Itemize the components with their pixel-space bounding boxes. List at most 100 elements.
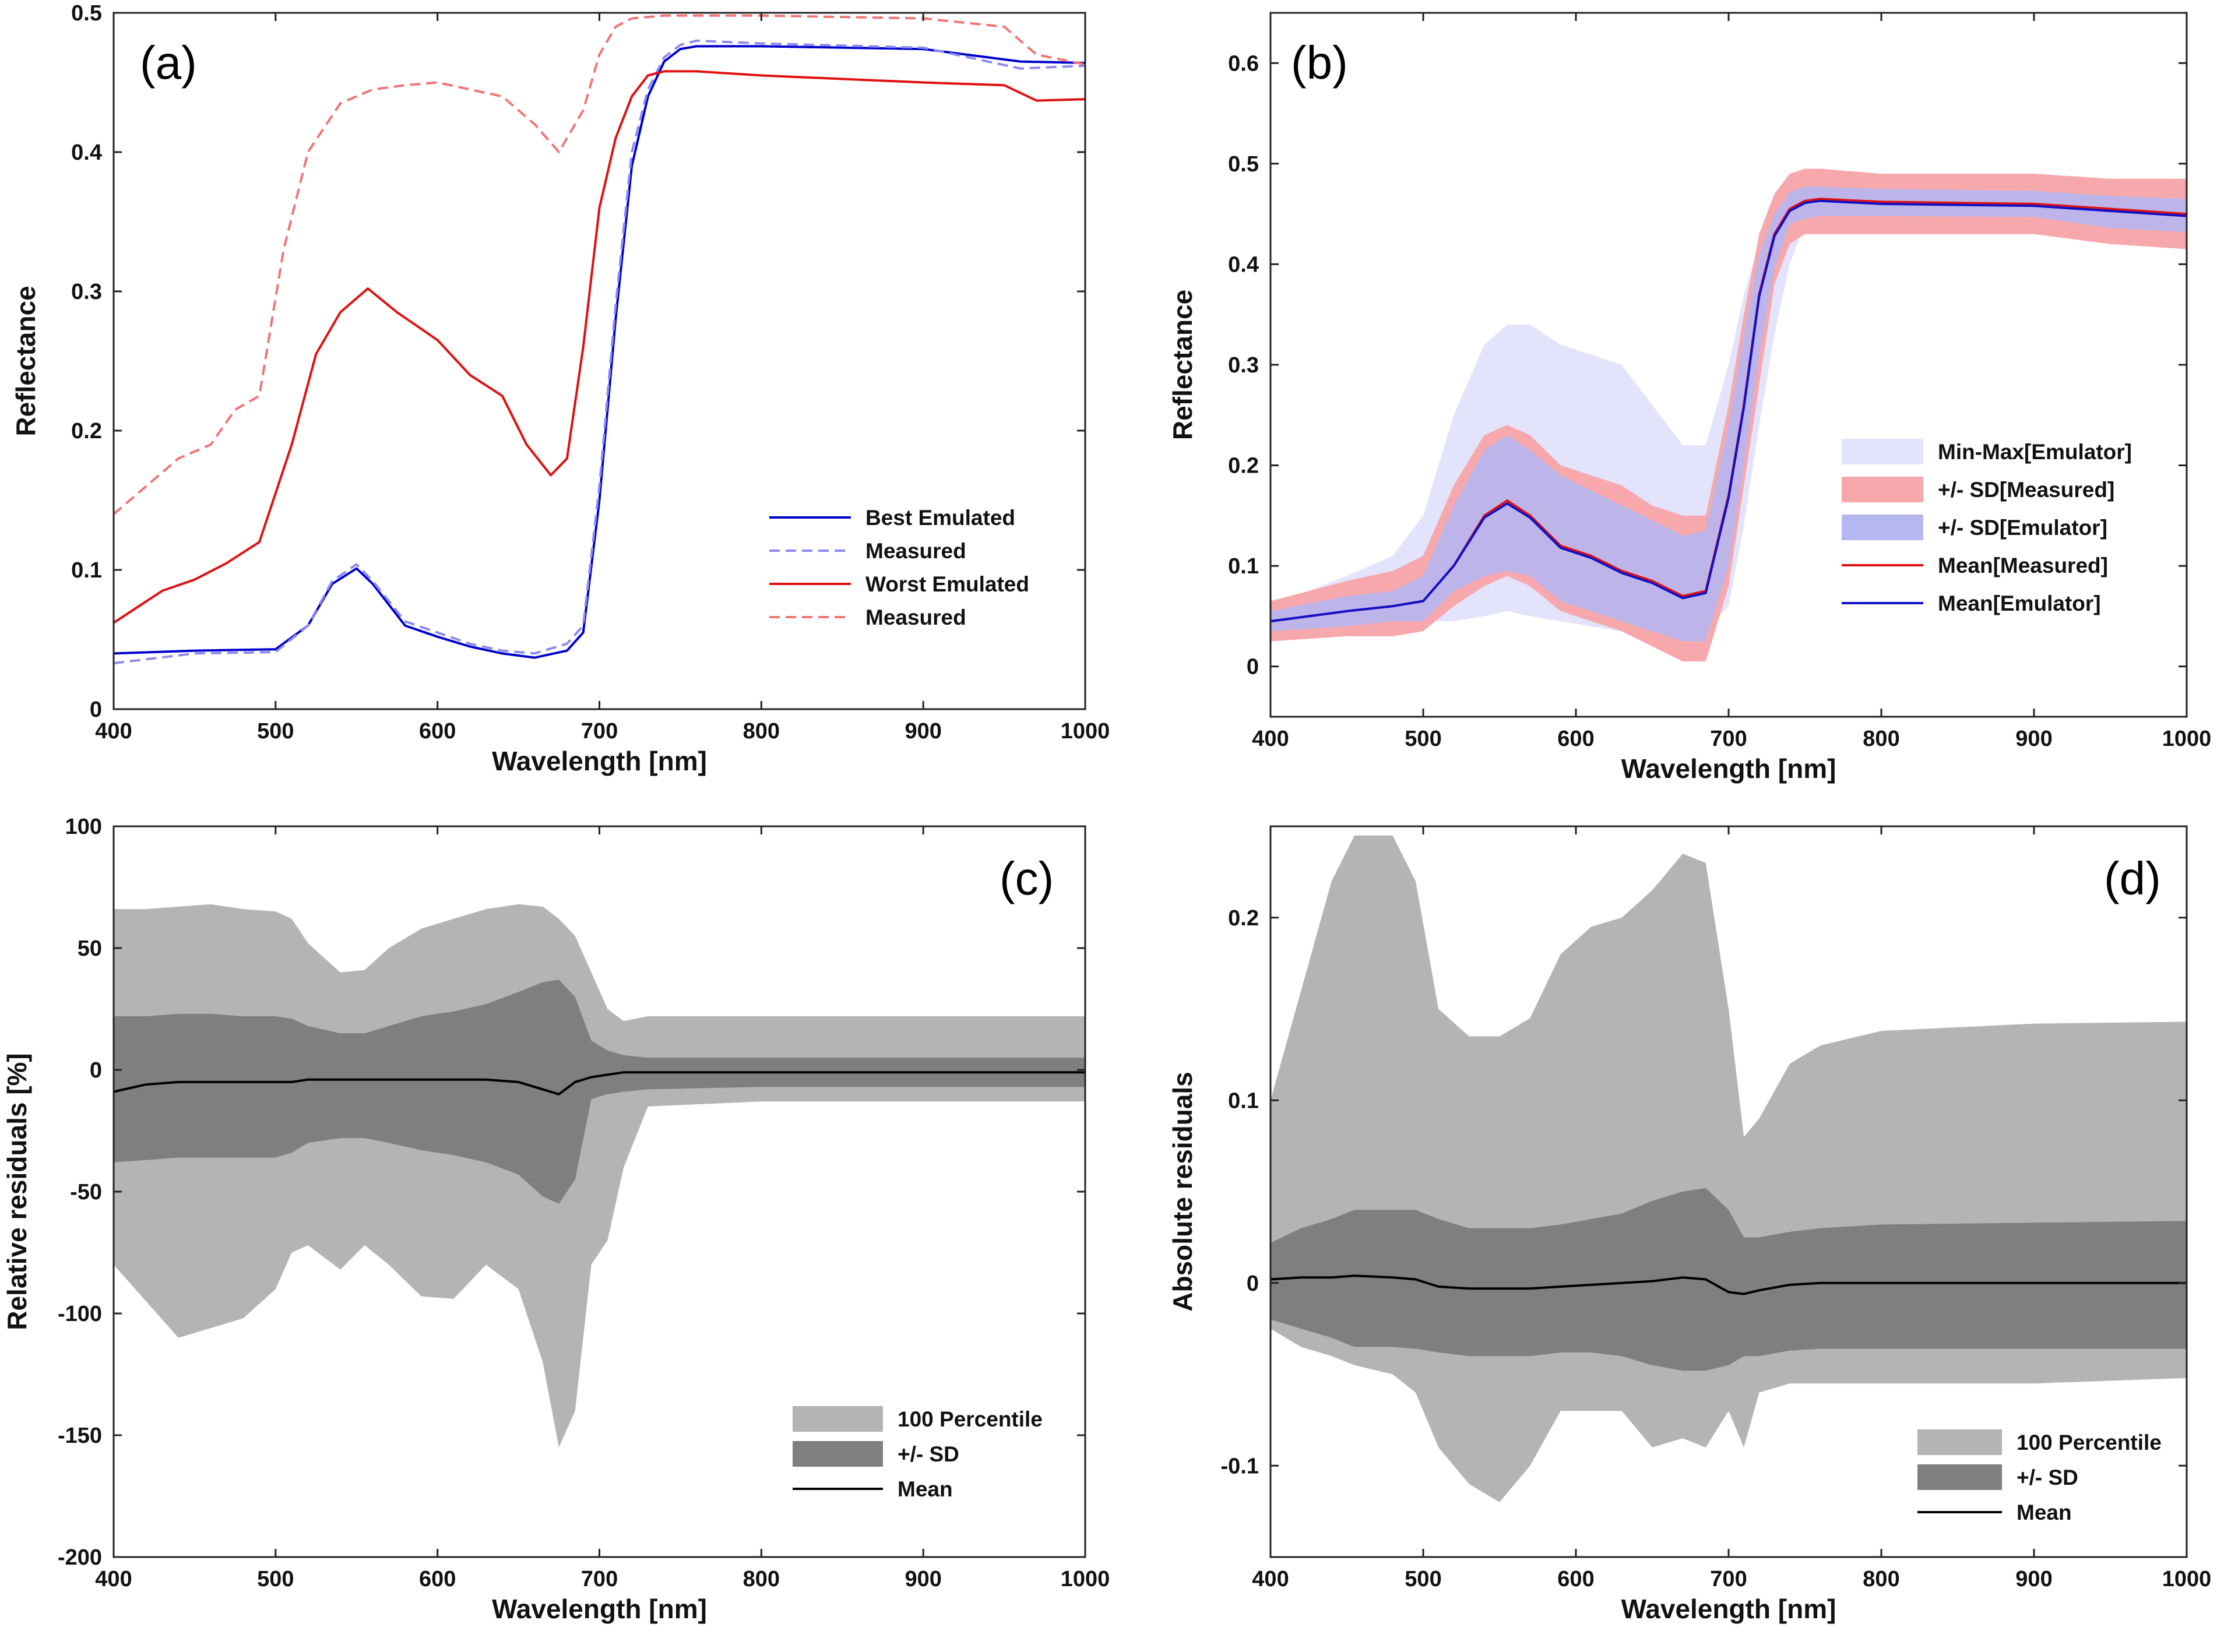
y-tick-label: 0.4	[1228, 252, 1259, 277]
y-tick-label: 0.2	[71, 419, 102, 443]
y-tick-label: -0.1	[1221, 1454, 1259, 1478]
x-tick-label: 700	[581, 719, 618, 744]
series-line-0	[114, 1071, 1085, 1096]
x-tick-label: 600	[1557, 1567, 1594, 1591]
legend-entry-label: +/- SD	[2017, 1466, 2078, 1489]
x-tick-label: 400	[1252, 727, 1289, 751]
panel-d: 400 500 600 700 800 900 1000 -0.1 0 0.1 0.2 Wavelen…	[1167, 825, 2212, 1624]
y-tick-label: 100	[65, 815, 102, 839]
legend-entry-label: 100 Percentile	[898, 1407, 1043, 1431]
legend-entry-label: Worst Emulated	[865, 572, 1029, 596]
x-tick-label: 1000	[2162, 1567, 2212, 1591]
panel-b: 400 500 600 700 800 900 1000 0 0.1 0.2 0.3 0.4 0.5 0.…	[1167, 12, 2212, 784]
panel-a-plot-area	[114, 14, 1085, 665]
legend-entry-label: Min-Max[Emulator]	[1938, 440, 2132, 464]
legend: Min-Max[Emulator] +/- SD[Measured] +/- SD[…	[1842, 439, 2132, 615]
legend: 100 Percentile +/- SD Mean	[1917, 1429, 2162, 1524]
panel-label: (d)	[2104, 853, 2161, 904]
y-tick-label: 0.6	[1228, 51, 1259, 76]
x-axis-label: Wavelength [nm]	[492, 1594, 707, 1624]
x-tick-label: 700	[1710, 727, 1747, 751]
series-line-1	[114, 39, 1085, 665]
legend: 100 Percentile +/- SD Mean	[793, 1406, 1043, 1501]
panel-c: 400 500 600 700 800 900 1000 -200 -150 -100 -50 0 50…	[2, 815, 1110, 1624]
x-tick-label: 900	[905, 1567, 941, 1591]
series-line-2	[114, 70, 1085, 624]
x-tick-label: 1000	[2162, 727, 2212, 751]
legend-swatch-patch	[793, 1406, 883, 1432]
y-tick-label: 0.1	[1228, 1089, 1259, 1113]
legend-swatch-patch	[793, 1441, 883, 1467]
x-tick-label: 900	[905, 719, 941, 744]
y-tick-label: 0.4	[71, 140, 102, 165]
panel-label: (b)	[1291, 37, 1348, 89]
x-axis-label: Wavelength [nm]	[1621, 1594, 1836, 1624]
y-tick-label: 0	[90, 698, 102, 722]
y-tick-label: 0.5	[71, 1, 102, 26]
x-tick-label: 400	[1252, 1567, 1289, 1591]
series-line-1	[1271, 199, 2187, 623]
y-axis-label: Reflectance	[1167, 290, 1198, 440]
x-axis-label: Wavelength [nm]	[492, 746, 707, 776]
y-tick-label: 0.3	[1228, 353, 1259, 378]
y-axis-label: Reflectance	[10, 286, 41, 436]
y-axis-label: Absolute residuals	[1167, 1072, 1198, 1312]
x-tick-label: 1000	[1061, 719, 1110, 744]
series-line-0	[114, 45, 1085, 659]
legend-entry-label: 100 Percentile	[2017, 1431, 2162, 1454]
band-sd	[114, 980, 1085, 1204]
y-tick-label: 0	[90, 1058, 102, 1083]
y-tick-label: 0.5	[1228, 152, 1259, 177]
x-tick-label: 500	[1405, 727, 1441, 751]
legend-entry-label: Mean[Emulator]	[1938, 591, 2101, 615]
band-percentile	[1271, 835, 2187, 1502]
x-tick-label: 500	[257, 719, 294, 744]
y-tick-label: 0.2	[1228, 454, 1259, 478]
x-tick-label: 600	[419, 719, 456, 744]
x-tick-label: 600	[1557, 727, 1594, 751]
band-sd	[1271, 1188, 2187, 1371]
series-line-3	[114, 14, 1085, 515]
panel-label: (c)	[1000, 853, 1054, 904]
legend-swatch-patch	[1842, 515, 1923, 540]
x-tick-label: 800	[1863, 1567, 1899, 1591]
y-tick-label: -150	[58, 1424, 102, 1448]
x-tick-label: 400	[95, 1567, 132, 1591]
x-axis-label: Wavelength [nm]	[1621, 753, 1836, 784]
panel-c-plot-area	[114, 904, 1085, 1447]
legend-entry-label: +/- SD[Emulator]	[1938, 516, 2107, 540]
y-tick-label: 0.1	[71, 558, 102, 583]
x-tick-label: 500	[257, 1567, 294, 1591]
band-sd-emulator	[1271, 186, 2187, 642]
legend-entry-label: Measured	[865, 539, 966, 563]
y-tick-label: 0.3	[71, 280, 102, 304]
legend-entry-label: Mean	[2017, 1500, 2072, 1524]
y-tick-label: 0.1	[1228, 554, 1259, 579]
y-tick-label: -50	[70, 1180, 102, 1204]
panel-a-frame	[112, 12, 1086, 710]
panel-b-plot-area	[1271, 168, 2187, 662]
y-tick-label: 0.2	[1228, 906, 1259, 931]
legend-entry-label: Mean[Measured]	[1938, 554, 2108, 577]
x-tick-label: 900	[2015, 1567, 2052, 1591]
legend-entry-label: +/- SD[Measured]	[1938, 478, 2114, 502]
legend-entry-label: Mean	[898, 1477, 953, 1501]
x-tick-label: 400	[95, 719, 132, 744]
x-tick-label: 900	[2015, 727, 2052, 751]
legend-swatch-patch	[1842, 439, 1923, 464]
x-tick-label: 800	[743, 719, 780, 744]
panel-a: 400 500 600 700 800 900 1000 0 0.1 0.2 0.3 0.4 0.5 Wa…	[10, 1, 1110, 776]
y-tick-label: -100	[58, 1302, 102, 1326]
x-tick-label: 600	[419, 1567, 456, 1591]
legend-entry-label: Best Emulated	[865, 506, 1015, 530]
legend-entry-label: Measured	[865, 605, 966, 629]
legend-swatch-patch	[1842, 477, 1923, 502]
x-tick-label: 1000	[1061, 1567, 1110, 1591]
x-tick-label: 800	[1863, 727, 1899, 751]
x-tick-label: 700	[581, 1567, 618, 1591]
panel-d-plot-area	[1271, 835, 2187, 1502]
legend: Best Emulated Measured Worst Emulated Measu…	[769, 506, 1029, 629]
legend-swatch-patch	[1917, 1429, 2002, 1455]
series-line-0	[1271, 1274, 2187, 1295]
